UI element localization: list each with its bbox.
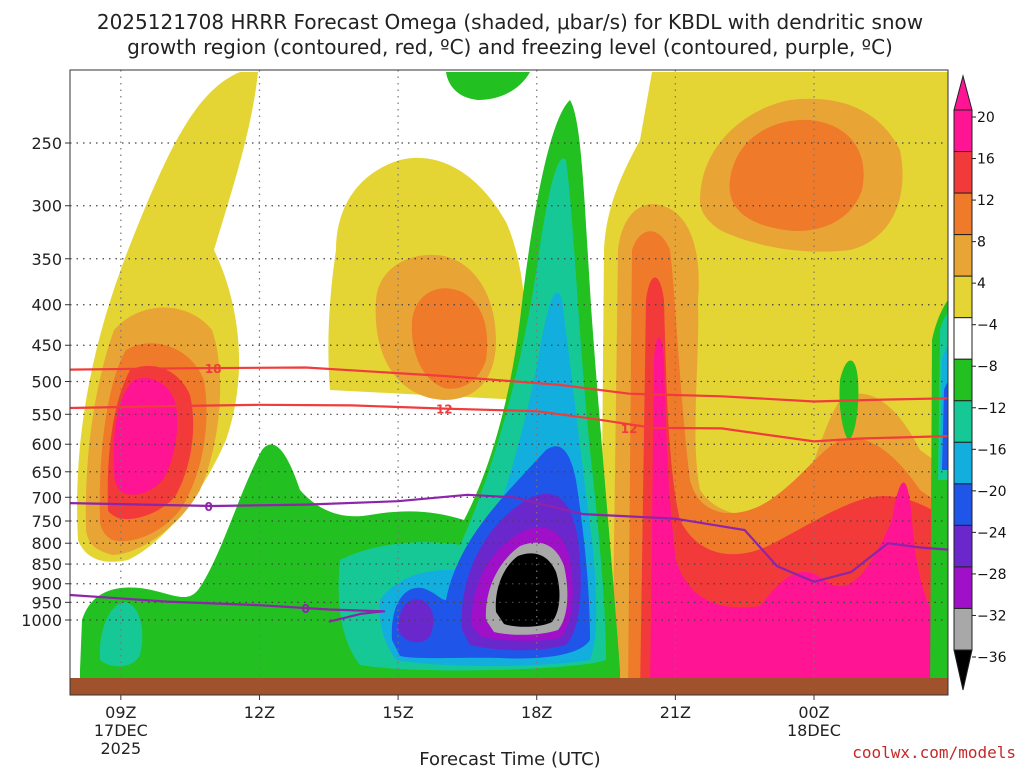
colorbar-label-2: 12 (977, 193, 995, 209)
colorbar-label-11: −28 (977, 567, 1007, 583)
y-tick-label-600: 600 (31, 435, 62, 454)
contours: 18 12 12 0 0 (70, 362, 948, 623)
colorbar-label-4: 4 (977, 276, 986, 292)
y-tick-label-250: 250 (31, 134, 62, 153)
x-tick-label-12Z: 12Z (244, 703, 275, 722)
y-tick-label-950: 950 (31, 593, 62, 612)
colorbar-swatch-12 (953, 607, 973, 651)
plot-area: 18 12 12 0 0 (70, 70, 948, 695)
y-tick-label-1000: 1000 (21, 611, 62, 630)
colorbar-arrow-top (953, 74, 973, 111)
colorbar-label-3: 8 (977, 235, 986, 251)
x-tick-year-09Z: 2025 (100, 739, 141, 758)
colorbar-swatch-10 (953, 524, 973, 568)
chart-title-line-2: growth region (contoured, red, ºC) and f… (127, 35, 893, 59)
dgz-label-bottom: 12 (436, 403, 453, 417)
ground-surface (70, 678, 948, 695)
y-tick-label-450: 450 (31, 336, 62, 355)
colorbar-label-6: −8 (977, 359, 998, 375)
y-tick-label-650: 650 (31, 463, 62, 482)
colorbar-label-13: −36 (977, 650, 1007, 666)
omega-region-neg8b (446, 72, 530, 100)
colorbar-swatch-1 (953, 151, 973, 194)
credit-text: coolwx.com/models (852, 743, 1016, 762)
colorbar-label-9: −20 (977, 484, 1007, 500)
colorbar-label-5: −4 (977, 318, 998, 334)
x-tick-label-09Z: 09Z (105, 703, 136, 722)
x-axis-label: Forecast Time (UTC) (419, 749, 600, 768)
omega-region-20b (650, 337, 948, 695)
colorbar-swatch-5 (953, 317, 973, 360)
plot-frame (69, 69, 949, 696)
freezing-contour-lower (70, 593, 386, 623)
colorbar-swatch-11 (953, 566, 973, 609)
y-tick-label-500: 500 (31, 373, 62, 392)
colorbar-swatch-0 (953, 109, 973, 153)
omega-region-neg20b (942, 382, 948, 470)
colorbar-swatch-2 (953, 192, 973, 236)
colorbar-swatch-8 (953, 441, 973, 485)
freezing-contour-upper (70, 493, 948, 583)
x-tick-label-00Z: 00Z (798, 703, 829, 722)
y-tick-label-300: 300 (31, 197, 62, 216)
omega-region-neg24 (398, 599, 434, 643)
y-tick-label-700: 700 (31, 488, 62, 507)
omega-field (77, 72, 948, 695)
colorbar-label-10: −24 (977, 525, 1007, 541)
omega-region-neg12 (99, 602, 143, 667)
y-tick-label-900: 900 (31, 575, 62, 594)
grid-lines (70, 70, 948, 695)
y-tick-label-350: 350 (31, 250, 62, 269)
colorbar-arrow-bottom (953, 649, 973, 691)
colorbar-swatch-9 (953, 483, 973, 526)
freezing-label-upper: 0 (204, 500, 212, 514)
colorbar-label-8: −16 (977, 442, 1007, 458)
colorbar-swatch-6 (953, 358, 973, 402)
colorbar-swatch-7 (953, 400, 973, 443)
colorbar-label-0: 20 (977, 110, 995, 126)
freezing-label-lower: 0 (301, 602, 309, 616)
colorbar-label-12: −32 (977, 608, 1007, 624)
chart-title-line-1: 2025121708 HRRR Forecast Omega (shaded, … (97, 10, 923, 34)
y-tick-label-800: 800 (31, 534, 62, 553)
y-tick-label-750: 750 (31, 512, 62, 531)
y-axis-pressure-ticks: 2503003504004505005506006507007508008509… (21, 134, 70, 630)
colorbar-label-7: −12 (977, 401, 1007, 417)
omega-region-12c (729, 119, 864, 231)
x-tick-label-21Z: 21Z (660, 703, 691, 722)
colorbar-swatch-3 (953, 234, 973, 277)
x-tick-label-15Z: 15Z (382, 703, 413, 722)
y-tick-label-550: 550 (31, 405, 62, 424)
x-tick-date-09Z: 17DEC (94, 721, 148, 740)
x-tick-label-18Z: 18Z (521, 703, 552, 722)
colorbar: 20 16 12 8 4 −4 −8 −12 −16 −20 −24 −28 −32 −36 (953, 74, 1007, 691)
omega-region-12b (411, 288, 488, 389)
dgz-label-bottom-2: 12 (621, 422, 638, 436)
colorbar-swatch-4 (953, 275, 973, 319)
x-tick-date-00Z: 18DEC (787, 721, 841, 740)
dgz-label-top: 18 (205, 362, 222, 376)
dgz-contour-bottom (70, 403, 948, 443)
y-tick-label-400: 400 (31, 296, 62, 315)
omega-region-neg36 (495, 553, 560, 627)
dgz-contour-top (70, 366, 948, 403)
y-tick-label-850: 850 (31, 555, 62, 574)
colorbar-label-1: 16 (977, 152, 995, 168)
